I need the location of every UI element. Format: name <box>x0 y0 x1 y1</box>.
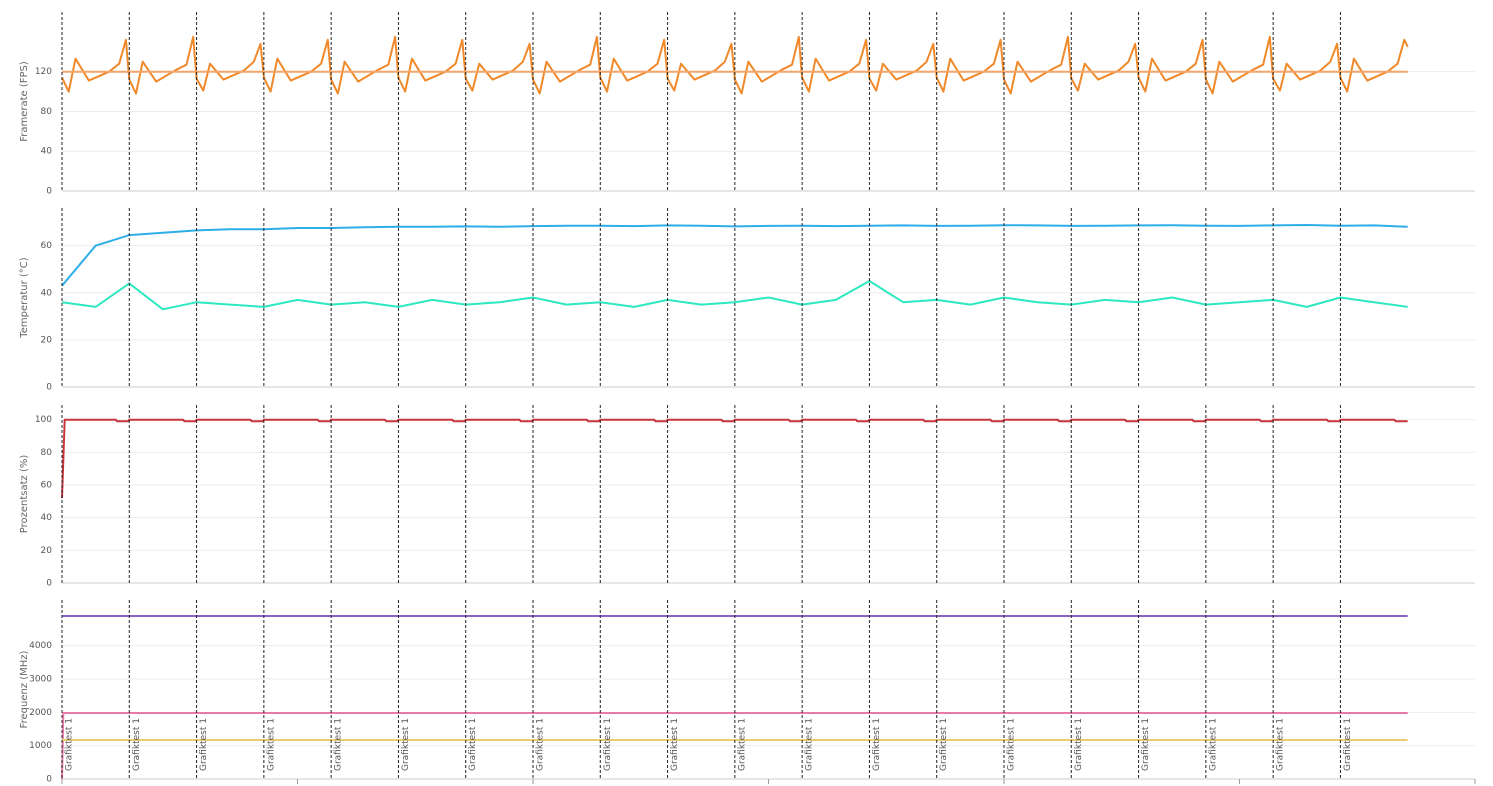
y-tick-label: 4000 <box>29 641 52 651</box>
series-line <box>61 280 1408 311</box>
y-tick-label: 0 <box>46 383 52 393</box>
marker-label: Grafiktest 1 <box>872 718 882 771</box>
marker-label: Grafiktest 1 <box>670 718 680 771</box>
marker-label: Grafiktest 1 <box>199 718 209 771</box>
y-axis-title: Temperatur (°C) <box>19 257 30 338</box>
marker-label: Grafiktest 1 <box>1007 718 1017 771</box>
marker-label: Grafiktest 1 <box>1208 718 1218 771</box>
y-tick-label: 40 <box>41 513 53 523</box>
marker-label: Grafiktest 1 <box>266 718 276 771</box>
y-tick-label: 2000 <box>29 708 52 718</box>
y-tick-label: 3000 <box>29 675 52 685</box>
series-line <box>61 224 1408 287</box>
marker-label: Grafiktest 1 <box>939 718 949 771</box>
marker-label: Grafiktest 1 <box>1276 718 1286 771</box>
marker-label: Grafiktest 1 <box>65 718 75 771</box>
y-tick-label: 80 <box>41 107 53 117</box>
marker-label: Grafiktest 1 <box>603 718 613 771</box>
marker-label: Grafiktest 1 <box>1141 718 1151 771</box>
series-line <box>61 35 1409 95</box>
y-axis-title: Framerate (FPS) <box>19 61 30 142</box>
marker-label: Grafiktest 1 <box>1343 718 1353 771</box>
y-axis-title: Prozentsatz (%) <box>19 455 30 534</box>
y-tick-label: 60 <box>41 241 53 251</box>
marker-label: Grafiktest 1 <box>536 718 546 771</box>
y-tick-label: 40 <box>41 147 53 157</box>
marker-label: Grafiktest 1 <box>468 718 478 771</box>
y-tick-label: 40 <box>41 288 53 298</box>
series-line <box>61 418 1408 499</box>
y-tick-label: 0 <box>46 187 52 197</box>
y-tick-label: 100 <box>35 415 52 425</box>
y-tick-label: 80 <box>41 448 53 458</box>
y-tick-label: 1000 <box>29 741 52 751</box>
y-tick-label: 60 <box>41 481 53 491</box>
y-tick-label: 20 <box>41 335 53 345</box>
y-axis-title: Frequenz (MHz) <box>19 650 30 728</box>
marker-label: Grafiktest 1 <box>737 718 747 771</box>
marker-label: Grafiktest 1 <box>401 718 411 771</box>
y-tick-label: 0 <box>46 775 52 785</box>
marker-label: Grafiktest 1 <box>1074 718 1084 771</box>
y-tick-label: 20 <box>41 546 53 556</box>
y-tick-label: 0 <box>46 579 52 589</box>
marker-label: Grafiktest 1 <box>132 718 142 771</box>
y-tick-label: 120 <box>35 67 52 77</box>
marker-label: Grafiktest 1 <box>334 718 344 771</box>
marker-label: Grafiktest 1 <box>805 718 815 771</box>
